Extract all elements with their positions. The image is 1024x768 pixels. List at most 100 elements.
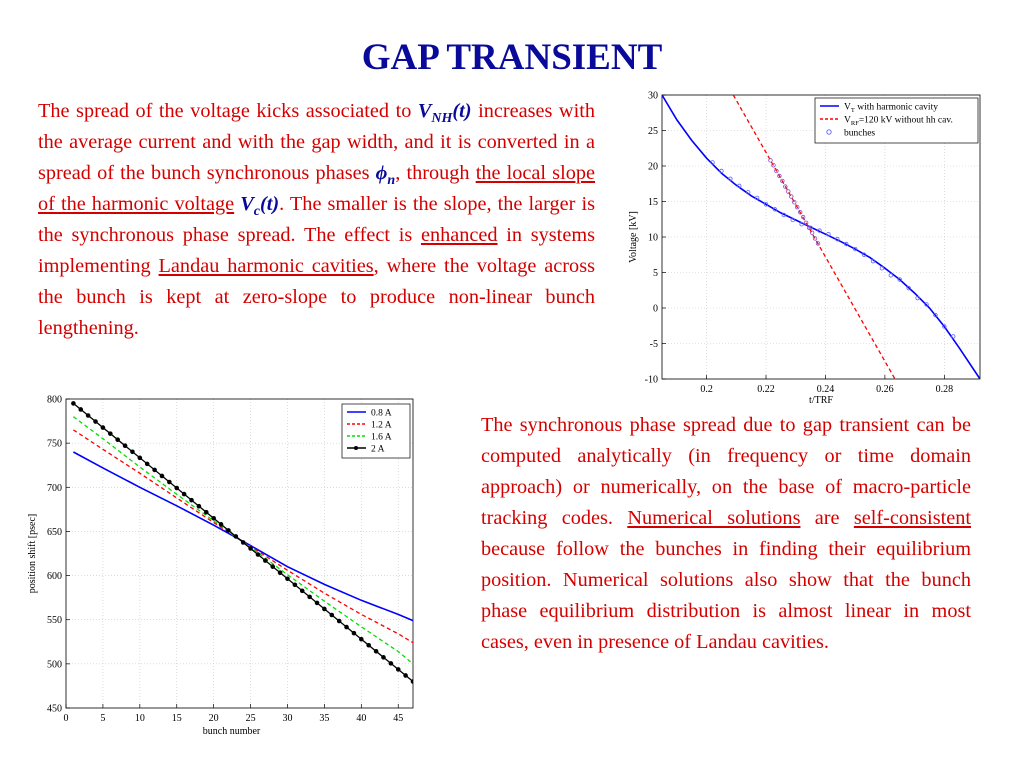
data-point [130, 449, 135, 455]
data-point [790, 217, 795, 223]
data-point [344, 624, 349, 630]
data-point [292, 582, 298, 588]
series-group [71, 401, 413, 684]
y-axis-label: position shift [psec] [27, 514, 38, 593]
y-tick-label: 550 [47, 615, 62, 626]
data-point [942, 324, 947, 329]
data-point [870, 258, 876, 264]
data-point [771, 163, 776, 168]
data-point [373, 648, 379, 654]
y-tick-label: 10 [648, 233, 658, 244]
data-point [835, 236, 840, 242]
data-point [737, 183, 742, 189]
data-point [203, 509, 209, 515]
data-point [933, 312, 938, 318]
data-point [78, 407, 84, 412]
text-run: in systems implementing [38, 224, 595, 277]
y-tick-label: 450 [47, 704, 62, 715]
data-point [270, 564, 276, 569]
data-point [783, 184, 788, 189]
data-point [792, 200, 797, 205]
legend-label: bunches [844, 129, 875, 139]
data-point [815, 241, 821, 246]
data-point [754, 195, 760, 201]
data-point [218, 522, 224, 527]
x-tick-label: 35 [319, 713, 329, 724]
y-tick-label: 650 [47, 527, 62, 538]
data-point [800, 214, 806, 220]
data-point [808, 225, 813, 230]
page-title: GAP TRANSIENT [361, 37, 663, 78]
underlined-phrase: self-consistent [853, 507, 971, 529]
text-run: increases with the average current and w… [38, 100, 595, 184]
text-run: are [800, 507, 854, 529]
symbol-subscript: NH [431, 111, 453, 127]
legend-label: VT with harmonic cavity [844, 103, 938, 115]
data-point [299, 588, 305, 594]
data-point [359, 636, 364, 642]
data-point [137, 455, 143, 461]
data-point [159, 473, 165, 479]
legend-label-sub: RF [851, 120, 859, 127]
data-point [924, 302, 929, 307]
y-tick-label: 700 [47, 483, 62, 494]
data-point [181, 491, 187, 497]
data-point [809, 230, 815, 235]
underlined-phrase: enhanced [420, 224, 498, 246]
legend-label-main: V [844, 116, 851, 126]
legend-label: 1.2 A [371, 421, 392, 431]
data-point [797, 209, 803, 215]
text-run: , where the voltage across the bunch is … [38, 255, 595, 339]
data-point [795, 204, 800, 210]
y-tick-label: 500 [47, 659, 62, 670]
data-point [329, 612, 335, 618]
data-point [351, 630, 357, 636]
legend-label: 0.8 A [371, 409, 392, 419]
legend-label-sub: T [851, 107, 855, 114]
data-point [786, 189, 791, 194]
data-point [826, 231, 831, 237]
y-tick-label: -10 [645, 375, 658, 386]
symbol-subscript: c [253, 204, 260, 220]
y-tick-label: 800 [47, 395, 62, 406]
data-point [951, 334, 956, 339]
data-point [255, 552, 261, 557]
x-tick-label: 30 [282, 713, 292, 724]
data-point [395, 667, 401, 672]
data-point [107, 431, 113, 436]
x-tick-label: 25 [246, 713, 256, 724]
y-tick-label: 25 [648, 126, 658, 137]
x-tick-label: 0.2 [700, 384, 713, 395]
data-point [322, 606, 327, 612]
data-point [144, 461, 150, 467]
y-tick-label: 20 [648, 162, 658, 173]
x-tick-label: 45 [393, 713, 403, 724]
x-axis-label: t/TRF [809, 395, 833, 406]
data-point [799, 222, 804, 227]
symbol-subscript: n [387, 173, 396, 189]
x-tick-label: 0.24 [817, 384, 835, 395]
legend-label: 2 A [371, 445, 385, 455]
data-point [710, 160, 715, 165]
y-tick-label: 5 [653, 268, 658, 279]
legend-box [341, 403, 411, 459]
data-point [381, 655, 386, 660]
data-point [852, 246, 858, 252]
data-point [174, 485, 180, 491]
phase-symbol: ϕn [376, 162, 396, 188]
underlined-phrase: Numerical solutions [627, 507, 801, 529]
y-tick-label: -5 [650, 339, 658, 350]
data-point [240, 540, 246, 545]
x-tick-label: 40 [356, 713, 366, 724]
data-point [71, 401, 76, 406]
x-axis-label: bunch number [203, 726, 261, 737]
text-run: The synchronous phase spread due to gap … [481, 414, 971, 529]
plot-frame [661, 94, 981, 380]
data-point [763, 202, 769, 207]
x-tick-label: 10 [135, 713, 145, 724]
data-point [366, 642, 372, 648]
data-point [888, 273, 894, 278]
data-point [745, 190, 751, 195]
data-point [196, 503, 202, 509]
